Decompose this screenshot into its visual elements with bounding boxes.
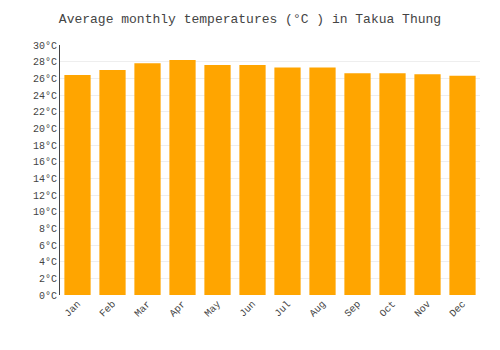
svg-text:Mar: Mar xyxy=(133,299,154,320)
svg-text:Nov: Nov xyxy=(413,299,434,320)
svg-text:26°C: 26°C xyxy=(33,74,57,85)
svg-text:0°C: 0°C xyxy=(39,291,57,302)
svg-text:May: May xyxy=(203,299,224,320)
svg-text:30°C: 30°C xyxy=(33,41,57,52)
svg-text:22°C: 22°C xyxy=(33,107,57,118)
svg-text:Dec: Dec xyxy=(448,299,469,320)
svg-text:Jul: Jul xyxy=(273,299,294,320)
svg-text:24°C: 24°C xyxy=(33,91,57,102)
svg-text:10°C: 10°C xyxy=(33,207,57,218)
svg-text:Sep: Sep xyxy=(343,299,364,320)
svg-text:Jan: Jan xyxy=(63,299,84,320)
svg-text:4°C: 4°C xyxy=(39,257,57,268)
svg-text:Apr: Apr xyxy=(168,299,189,320)
svg-text:Feb: Feb xyxy=(98,299,119,320)
svg-text:12°C: 12°C xyxy=(33,191,57,202)
svg-text:20°C: 20°C xyxy=(33,124,57,135)
svg-text:Oct: Oct xyxy=(378,299,399,320)
svg-text:8°C: 8°C xyxy=(39,224,57,235)
svg-text:28°C: 28°C xyxy=(33,57,57,68)
svg-text:18°C: 18°C xyxy=(33,141,57,152)
svg-text:Jun: Jun xyxy=(238,299,259,320)
svg-text:16°C: 16°C xyxy=(33,157,57,168)
svg-text:Average monthly temperatures (: Average monthly temperatures (°C ) in Ta… xyxy=(59,12,441,27)
svg-text:14°C: 14°C xyxy=(33,174,57,185)
svg-text:2°C: 2°C xyxy=(39,274,57,285)
svg-text:6°C: 6°C xyxy=(39,241,57,252)
svg-text:Aug: Aug xyxy=(308,299,329,320)
